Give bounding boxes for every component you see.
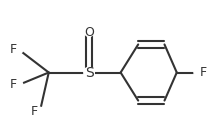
Text: F: F xyxy=(10,78,17,91)
Circle shape xyxy=(85,28,93,37)
Circle shape xyxy=(84,67,94,78)
Circle shape xyxy=(194,69,202,76)
Text: F: F xyxy=(10,43,17,56)
Text: F: F xyxy=(31,105,38,118)
Circle shape xyxy=(36,107,44,115)
Circle shape xyxy=(15,46,23,54)
Text: S: S xyxy=(85,66,93,79)
Circle shape xyxy=(15,81,23,89)
Text: O: O xyxy=(84,26,94,39)
Text: F: F xyxy=(200,66,207,79)
